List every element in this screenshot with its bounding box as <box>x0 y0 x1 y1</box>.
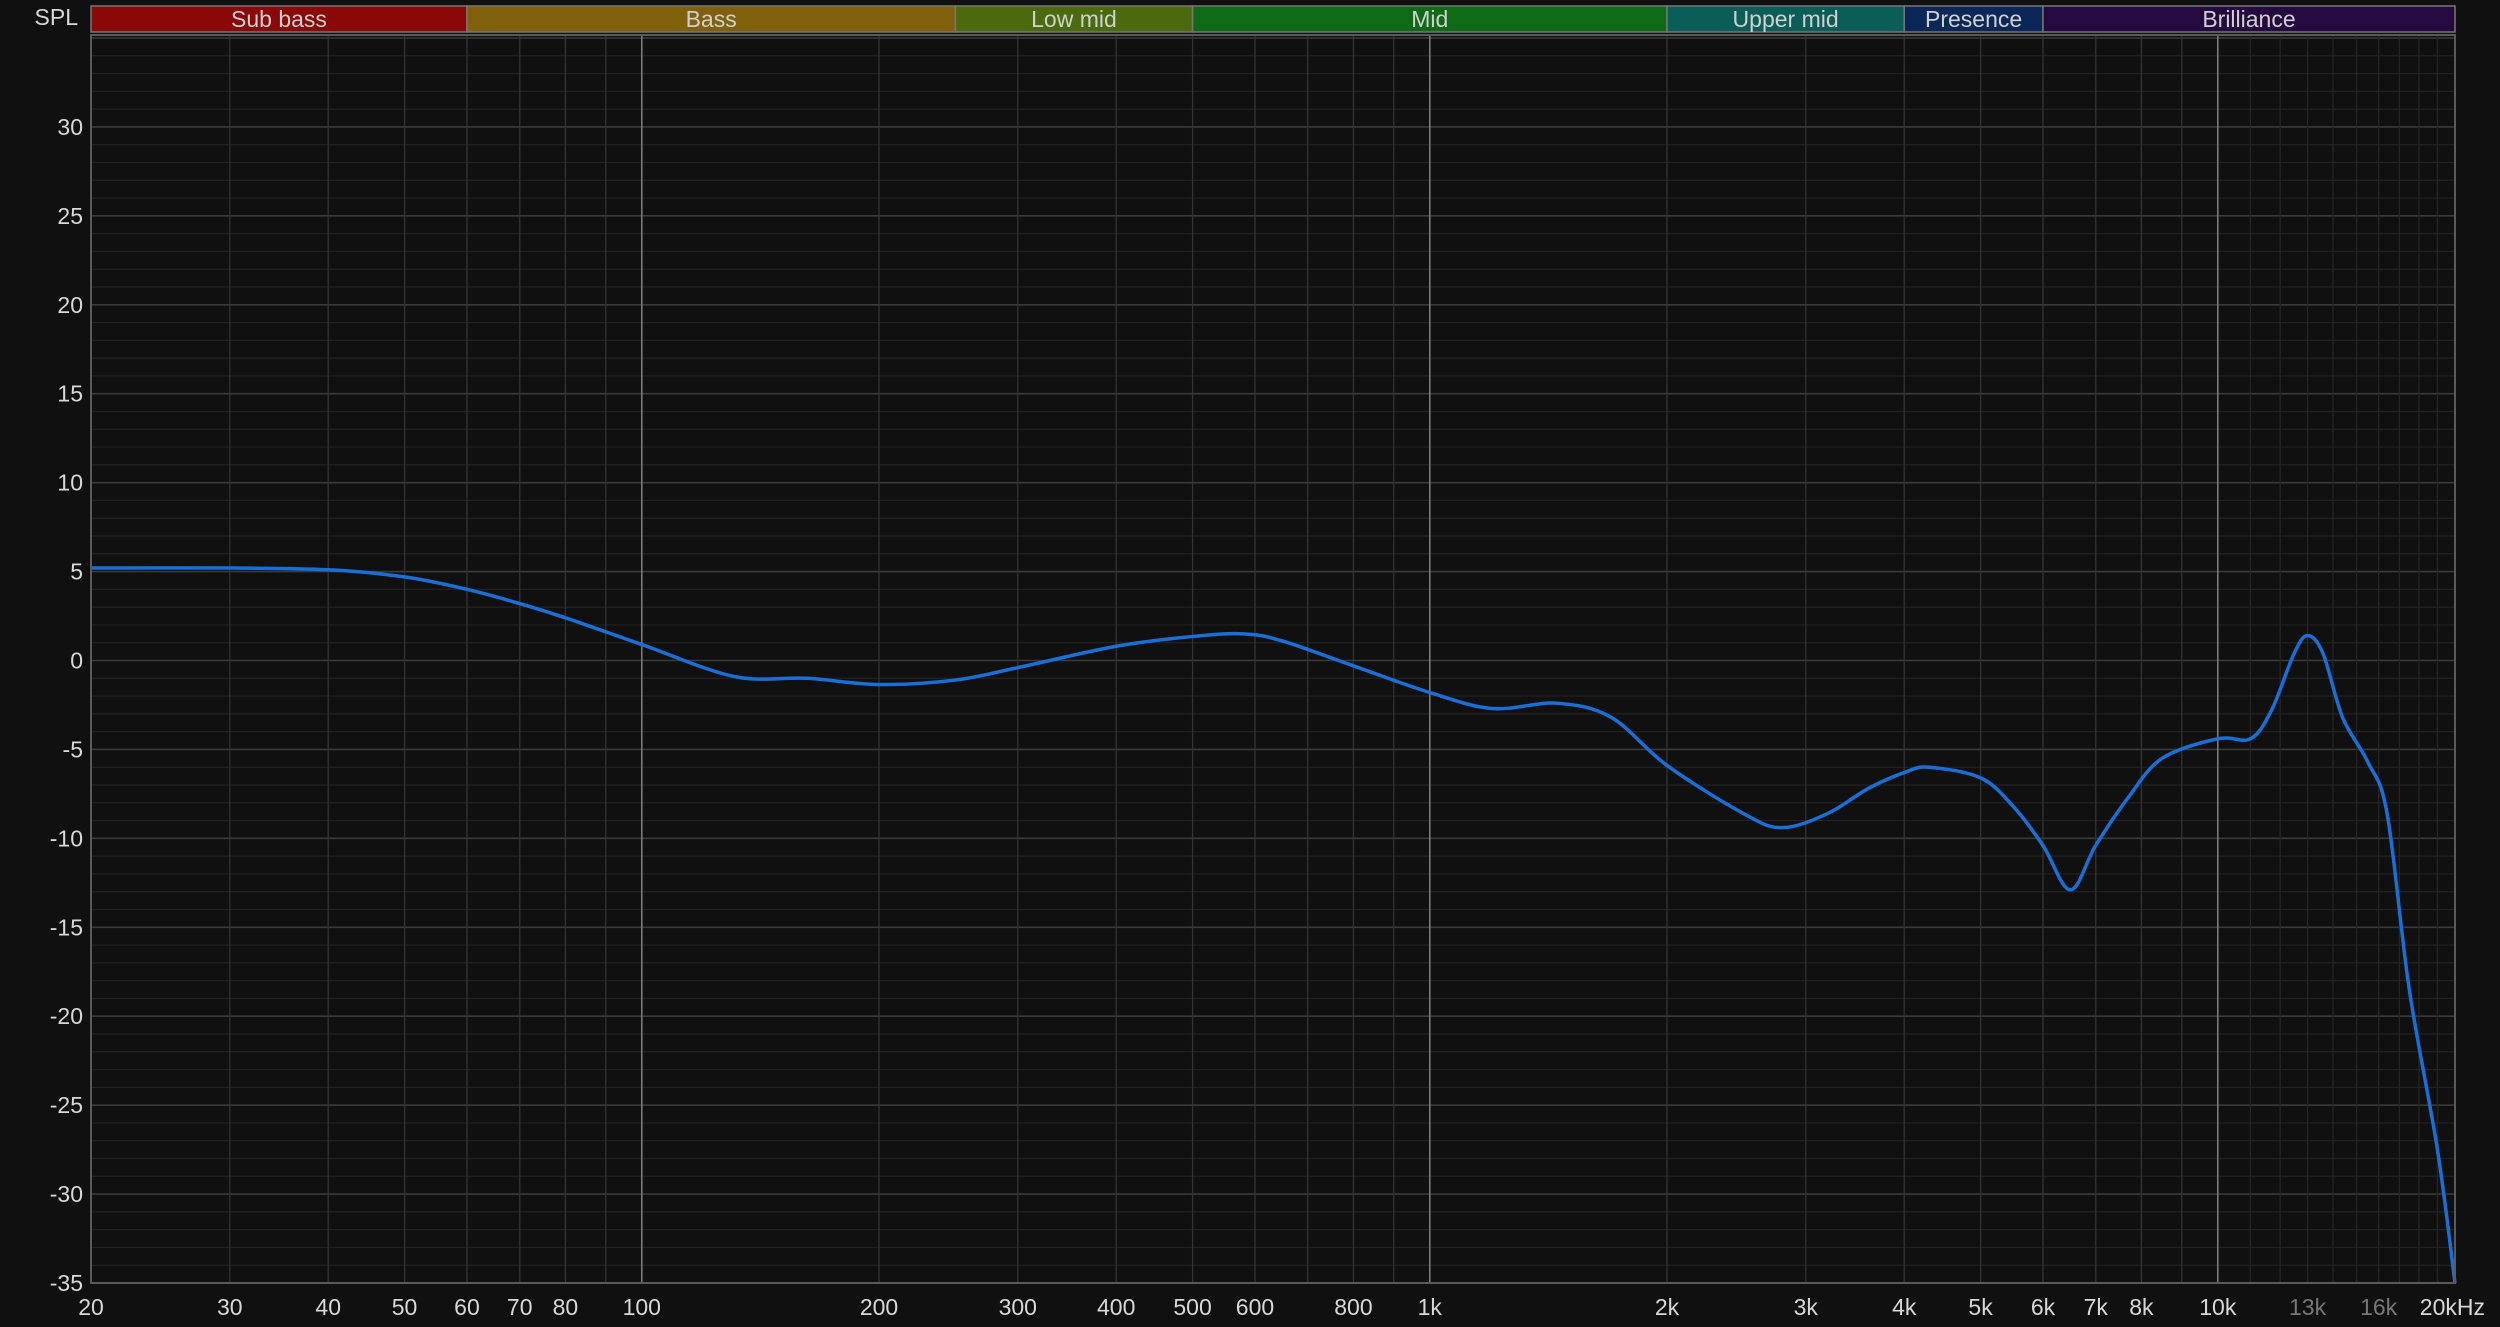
y-tick-label: -5 <box>63 736 83 762</box>
y-tick-label: 0 <box>70 648 83 674</box>
x-tick-label: 300 <box>999 1294 1037 1320</box>
y-tick-label: -25 <box>50 1092 83 1118</box>
x-tick-label: 100 <box>623 1294 661 1320</box>
band-label: Low mid <box>1031 6 1117 32</box>
x-tick-label: 20 <box>78 1294 104 1320</box>
x-tick-label: 500 <box>1173 1294 1211 1320</box>
y-tick-label: 10 <box>57 470 83 496</box>
x-tick-label: 20kHz <box>2420 1294 2485 1320</box>
x-tick-label: 50 <box>392 1294 418 1320</box>
y-tick-label: -20 <box>50 1003 83 1029</box>
band-label: Mid <box>1411 6 1448 32</box>
x-tick-label: 200 <box>860 1294 898 1320</box>
frequency-bands: Sub bass Bass Low mid Mid Upper mid Presence B… <box>90 5 2456 33</box>
x-tick-label: 60 <box>454 1294 480 1320</box>
band-label: Presence <box>1925 6 2022 32</box>
y-tick-label: -15 <box>50 914 83 940</box>
series <box>90 566 2457 1284</box>
band-label: Bass <box>686 6 737 32</box>
band-label: Brilliance <box>2202 6 2295 32</box>
grid <box>90 35 2456 1284</box>
x-tick-label: 10k <box>2199 1294 2237 1320</box>
y-tick-label: -30 <box>50 1181 83 1207</box>
y-tick-label: 15 <box>57 381 83 407</box>
x-tick-label: 16k <box>2360 1294 2398 1320</box>
x-tick-label: 80 <box>553 1294 579 1320</box>
x-tick-label: 8k <box>2129 1294 2154 1320</box>
x-tick-label: 70 <box>507 1294 533 1320</box>
y-tick-label: 25 <box>57 203 83 229</box>
x-tick-label: 4k <box>1892 1294 1917 1320</box>
band-sub-bass <box>90 5 468 33</box>
band-bass <box>466 5 957 33</box>
x-tick-label: 30 <box>217 1294 243 1320</box>
frequency-response-line <box>90 566 2457 1284</box>
plot-frame <box>90 34 2456 1284</box>
band-upper-mid <box>1666 5 1905 33</box>
y-tick-label: 20 <box>57 292 83 318</box>
band-brilliance <box>2042 5 2456 33</box>
band-presence <box>1903 5 2044 33</box>
y-axis-label: SPL <box>35 4 79 30</box>
x-tick-label: 800 <box>1334 1294 1372 1320</box>
x-tick-label: 400 <box>1097 1294 1135 1320</box>
x-tick-label: 7k <box>2084 1294 2109 1320</box>
y-tick-label: 30 <box>57 114 83 140</box>
x-tick-label: 40 <box>315 1294 341 1320</box>
x-tick-label: 6k <box>2031 1294 2056 1320</box>
x-tick-label: 600 <box>1236 1294 1274 1320</box>
x-tick-label: 1k <box>1418 1294 1443 1320</box>
band-label: Sub bass <box>231 6 327 32</box>
y-tick-label: 5 <box>70 559 83 585</box>
x-tick-label: 5k <box>1968 1294 1993 1320</box>
x-tick-label: 13k <box>2289 1294 2327 1320</box>
band-label: Upper mid <box>1733 6 1839 32</box>
band-low-mid <box>954 5 1194 33</box>
x-tick-label: 3k <box>1794 1294 1819 1320</box>
y-tick-label: -35 <box>50 1270 83 1296</box>
y-tick-label: -10 <box>50 825 83 851</box>
x-tick-label: 2k <box>1655 1294 1680 1320</box>
